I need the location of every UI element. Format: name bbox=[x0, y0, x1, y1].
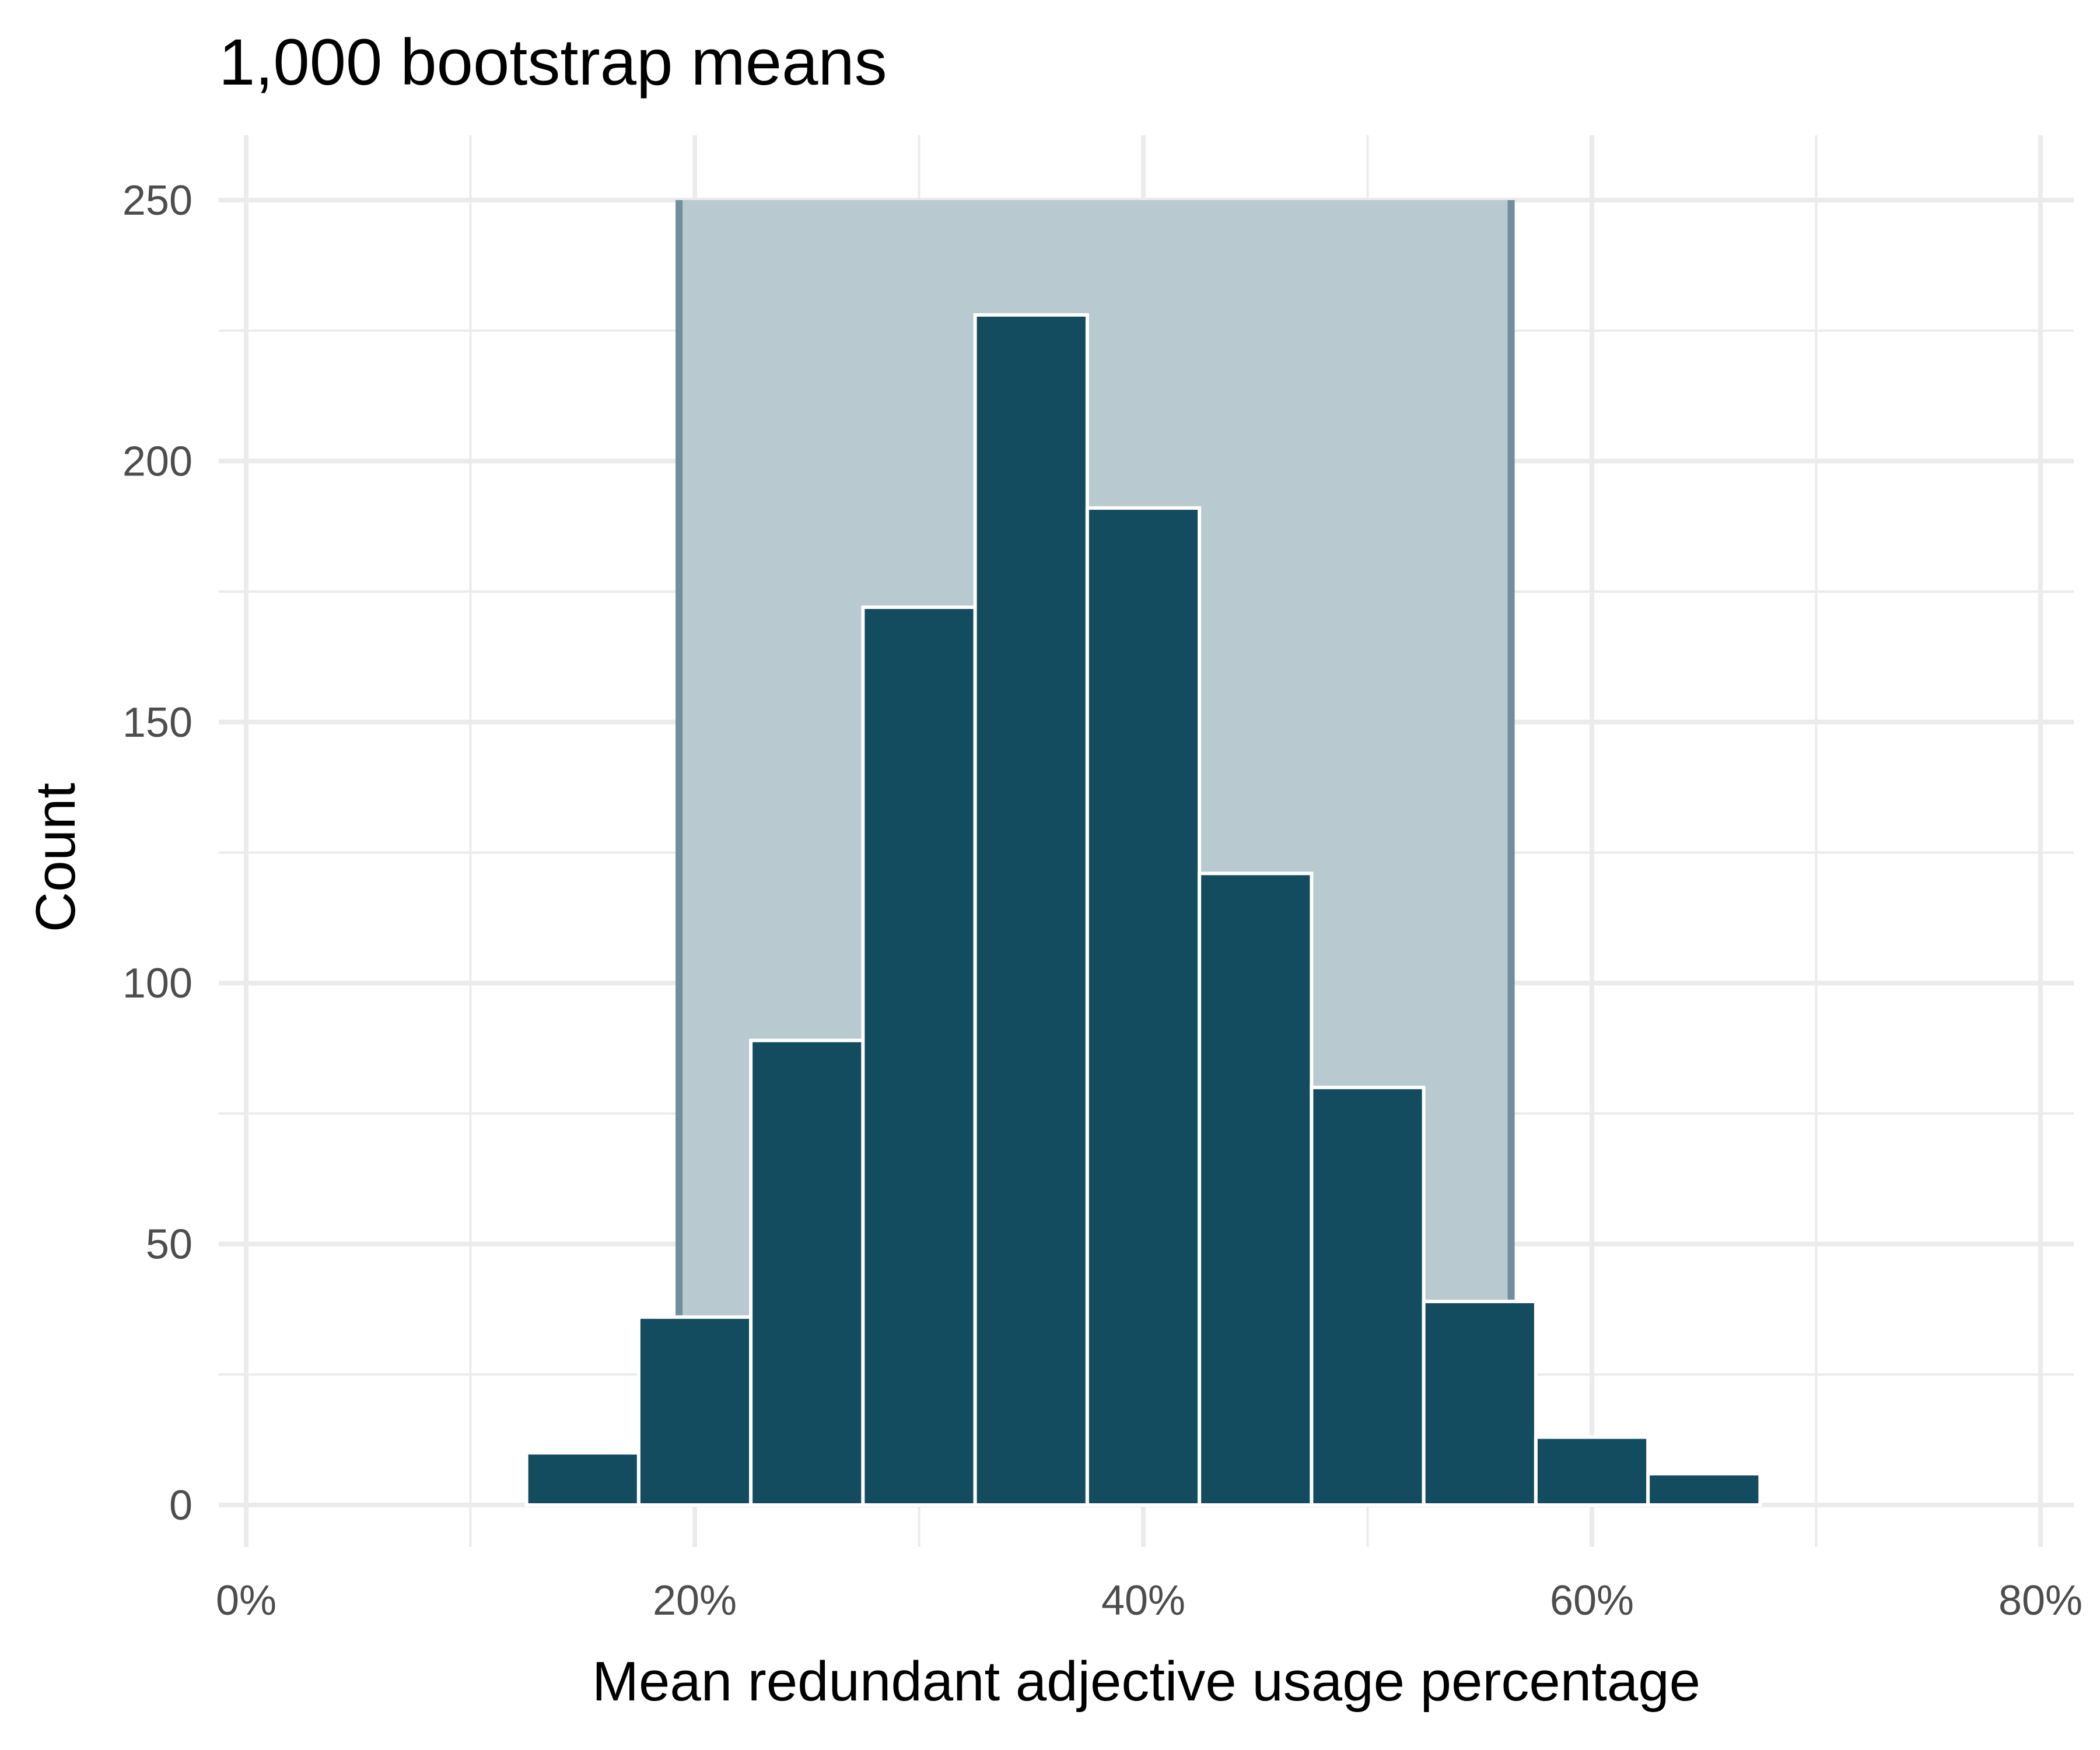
x-tick-label: 0% bbox=[216, 1577, 276, 1624]
y-tick-label: 100 bbox=[123, 960, 192, 1007]
histogram-bar bbox=[861, 605, 977, 1507]
histogram-bar bbox=[1198, 872, 1314, 1507]
x-tick-label: 40% bbox=[1101, 1577, 1185, 1624]
histogram-bar bbox=[749, 1038, 865, 1507]
x-tick-label: 20% bbox=[653, 1577, 737, 1624]
x-tick-label: 60% bbox=[1550, 1577, 1634, 1624]
histogram-bar bbox=[1422, 1300, 1538, 1507]
x-axis-title: Mean redundant adjective usage percentag… bbox=[592, 1650, 1700, 1713]
histogram-bar bbox=[524, 1451, 640, 1507]
histogram-bar bbox=[636, 1315, 753, 1507]
histogram-bar bbox=[973, 313, 1089, 1507]
bars bbox=[524, 313, 1762, 1507]
histogram-bar bbox=[1310, 1086, 1426, 1507]
x-tick-label: 80% bbox=[1999, 1577, 2082, 1624]
y-tick-label: 250 bbox=[123, 177, 192, 224]
histogram-bar bbox=[1534, 1435, 1650, 1507]
histogram-bar bbox=[1085, 506, 1202, 1507]
y-tick-label: 200 bbox=[123, 438, 192, 485]
chart-title: 1,000 bootstrap means bbox=[219, 26, 887, 99]
y-axis-title: Count bbox=[24, 783, 87, 932]
y-tick-label: 150 bbox=[123, 699, 192, 746]
tick-labels: 0% 20% 40% 60% 80% 0 50 100 150 200 250 bbox=[123, 177, 2082, 1624]
histogram-bar bbox=[1646, 1472, 1762, 1507]
y-tick-label: 0 bbox=[169, 1482, 192, 1529]
y-tick-label: 50 bbox=[146, 1222, 192, 1268]
